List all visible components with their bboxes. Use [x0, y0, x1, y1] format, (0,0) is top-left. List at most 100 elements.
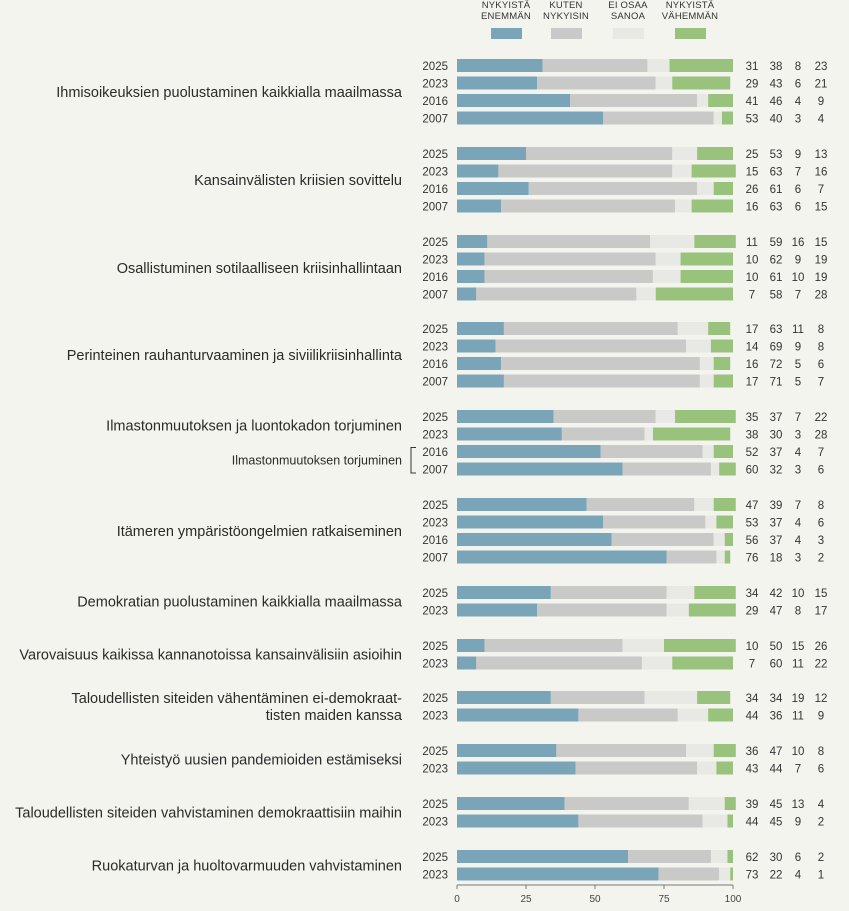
value-label: 59 — [770, 237, 783, 249]
bar-segment — [501, 199, 676, 213]
value-label: 61 — [770, 272, 783, 284]
bar-segment — [694, 498, 714, 511]
value-label: 34 — [770, 693, 783, 705]
legend-label: NYKYISTÄ ENEMMÄN — [481, 0, 531, 22]
value-label: 19 — [815, 255, 828, 267]
value-label: 50 — [770, 641, 783, 653]
value-label: 8 — [795, 61, 801, 73]
legend-label: NYKYISTÄ VÄHEMMÄN — [661, 0, 719, 22]
value-label: 37 — [770, 535, 783, 547]
bar-segment — [716, 550, 725, 564]
bar-segment — [556, 744, 687, 757]
bar-segment — [713, 374, 733, 388]
value-label: 11 — [746, 237, 758, 249]
value-label: 28 — [815, 430, 828, 442]
bar-segment — [699, 374, 714, 388]
bar-segment — [697, 147, 733, 160]
bar-segment — [710, 462, 720, 476]
year-label: 2025 — [422, 500, 448, 512]
value-label: 42 — [770, 588, 783, 600]
value-label: 18 — [770, 553, 783, 565]
bar-segment — [457, 111, 604, 125]
legend-item: NYKYISTÄ VÄHEMMÄN — [650, 0, 730, 39]
value-label: 34 — [746, 588, 759, 600]
bar-segment — [666, 586, 695, 599]
value-label: 9 — [795, 817, 801, 829]
value-label: 8 — [818, 746, 824, 758]
legend-item: KUTEN NYKYISIN — [526, 0, 606, 39]
bar-segment — [578, 708, 678, 722]
x-tick-label: 75 — [658, 894, 670, 905]
value-label: 53 — [746, 114, 759, 126]
value-label: 62 — [770, 255, 783, 267]
bar-segment — [680, 270, 733, 283]
bar-segment — [542, 59, 648, 72]
year-label: 2007 — [422, 377, 448, 389]
value-label: 7 — [818, 447, 824, 459]
year-label: 2023 — [422, 711, 448, 723]
bar-segment — [457, 850, 629, 863]
bar-segment — [713, 533, 725, 546]
value-label: 44 — [770, 764, 783, 776]
bar-segment — [686, 339, 711, 353]
year-label: 2025 — [422, 588, 448, 600]
bar-segment — [713, 744, 736, 757]
value-label: 4 — [795, 447, 802, 459]
bar-segment — [694, 235, 736, 248]
bar-segment — [457, 374, 504, 388]
bar-segment — [647, 59, 670, 72]
value-label: 43 — [770, 79, 783, 91]
value-label: 69 — [770, 342, 783, 354]
bar-segment — [713, 445, 733, 458]
bar-segment — [457, 462, 623, 476]
value-label: 7 — [795, 764, 801, 776]
year-label: 2025 — [422, 641, 448, 653]
value-label: 7 — [795, 412, 801, 424]
bar-segment — [672, 656, 733, 670]
bar-segment — [694, 586, 736, 599]
bar-segment — [503, 322, 678, 335]
value-label: 44 — [746, 817, 759, 829]
bar-segment — [686, 744, 714, 757]
bar-segment — [719, 867, 731, 881]
year-label: 2025 — [422, 324, 448, 336]
bar-segment — [501, 357, 700, 370]
value-label: 4 — [818, 799, 825, 811]
value-label: 17 — [746, 377, 759, 389]
value-label: 30 — [770, 430, 783, 442]
value-label: 60 — [746, 465, 759, 477]
value-label: 44 — [746, 711, 759, 723]
category-label: Perinteinen rauhanturvaaminen ja siviili… — [67, 348, 403, 364]
bar-segment — [457, 586, 551, 599]
bar-segment — [727, 814, 733, 828]
category-label: Taloudellisten siteiden vahvistaminen de… — [15, 805, 402, 821]
value-label: 3 — [818, 535, 824, 547]
bar-segment — [457, 691, 551, 704]
bar-segment — [652, 427, 731, 441]
value-label: 15 — [746, 167, 759, 179]
year-label: 2025 — [422, 693, 448, 705]
bar-segment — [564, 797, 689, 810]
value-label: 16 — [746, 202, 759, 214]
bar-segment — [457, 357, 502, 370]
category-label: Yhteistyö uusien pandemioiden estämiseks… — [121, 752, 402, 768]
bar-segment — [644, 691, 698, 704]
bar-segment — [641, 656, 673, 670]
value-label: 26 — [815, 641, 828, 653]
category-label: Ihmisoikeuksien puolustaminen kaikkialla… — [56, 85, 403, 101]
sub-category-label: Ilmastonmuutoksen torjuminen — [232, 453, 402, 467]
value-label: 30 — [770, 852, 783, 864]
bar-segment — [457, 410, 554, 423]
value-label: 2 — [818, 852, 824, 864]
value-label: 4 — [795, 870, 802, 882]
bar-segment — [691, 164, 736, 178]
bar-segment — [476, 287, 637, 301]
bar-segment — [603, 111, 714, 125]
bar-segment — [622, 639, 664, 652]
value-label: 2 — [818, 817, 824, 829]
value-label: 47 — [746, 500, 759, 512]
value-label: 9 — [795, 342, 801, 354]
bar-segment — [526, 147, 673, 160]
year-label: 2025 — [422, 149, 448, 161]
bar-segment — [691, 199, 733, 213]
